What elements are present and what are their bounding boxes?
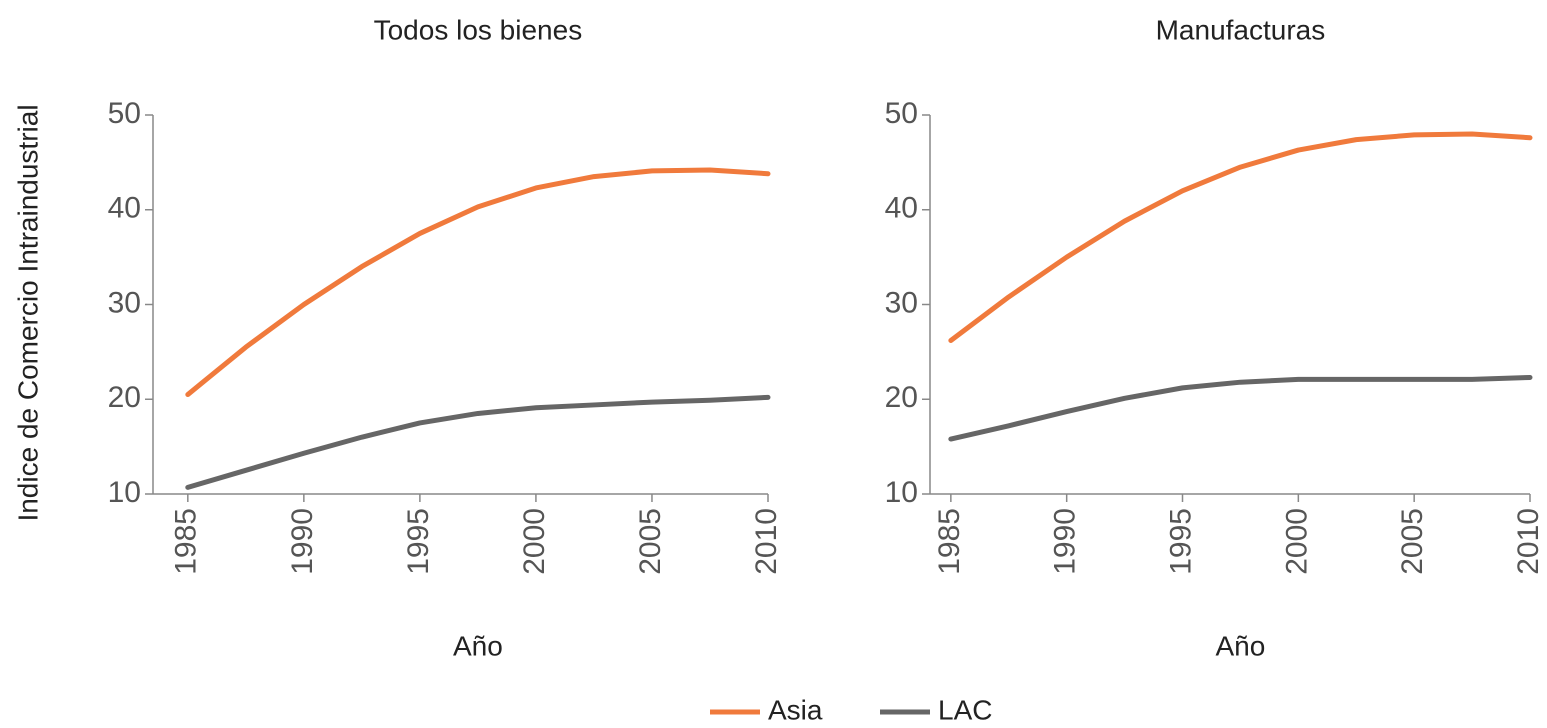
legend-label: LAC xyxy=(938,694,992,725)
x-axis-label: Año xyxy=(453,630,503,661)
x-tick-label: 2005 xyxy=(634,508,667,575)
y-tick-label: 30 xyxy=(885,286,918,319)
x-tick-label: 2005 xyxy=(1396,508,1429,575)
y-tick-label: 10 xyxy=(885,476,918,509)
legend-label: Asia xyxy=(768,694,823,725)
line-series xyxy=(948,131,1533,344)
x-tick-label: 1995 xyxy=(1164,508,1197,575)
chart-title: Todos los bienes xyxy=(374,14,583,45)
x-tick-label: 1995 xyxy=(402,508,435,575)
x-tick-label: 1990 xyxy=(1049,508,1082,575)
x-tick-label: 2000 xyxy=(518,508,551,575)
y-tick-label: 20 xyxy=(108,381,141,414)
y-tick-label: 50 xyxy=(108,97,141,130)
x-tick-label: 1985 xyxy=(170,508,203,575)
chart-title: Manufacturas xyxy=(1156,14,1326,45)
y-tick-label: 40 xyxy=(885,192,918,225)
x-tick-label: 2010 xyxy=(750,508,783,575)
y-tick-label: 10 xyxy=(108,476,141,509)
y-tick-label: 30 xyxy=(108,286,141,319)
y-tick-label: 40 xyxy=(108,192,141,225)
x-axis-label: Año xyxy=(1216,630,1266,661)
y-axis-label: Indice de Comercio Intraindustrial xyxy=(12,104,43,521)
x-tick-label: 2000 xyxy=(1280,508,1313,575)
x-tick-label: 2010 xyxy=(1512,508,1545,575)
x-tick-label: 1985 xyxy=(933,508,966,575)
x-tick-label: 1990 xyxy=(286,508,319,575)
y-tick-label: 50 xyxy=(885,97,918,130)
line-series xyxy=(948,374,1533,442)
y-tick-label: 20 xyxy=(885,381,918,414)
line-series xyxy=(185,167,771,398)
line-series xyxy=(185,394,771,490)
